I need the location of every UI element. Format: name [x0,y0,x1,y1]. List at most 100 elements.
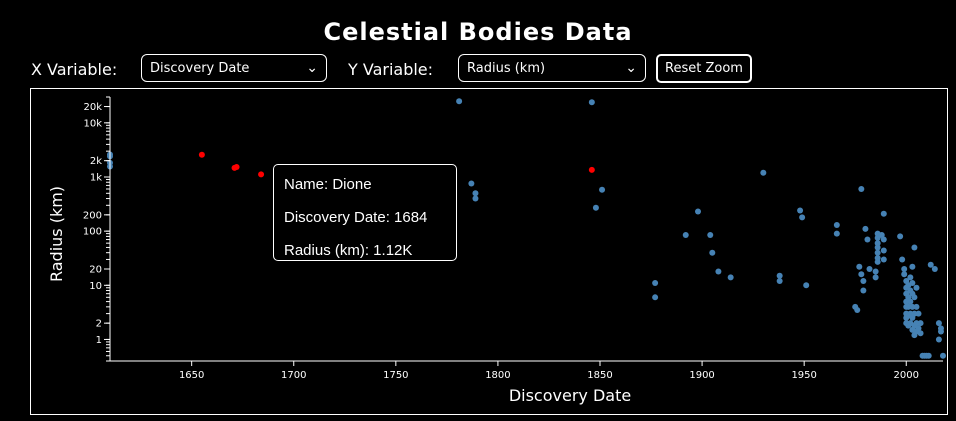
data-point[interactable] [880,236,887,243]
data-point[interactable] [874,249,881,256]
data-point[interactable] [907,274,914,281]
x-variable-select[interactable]: Discovery Date ⌄ [141,54,327,82]
data-point[interactable] [760,169,767,176]
data-point[interactable] [901,271,908,278]
tooltip-x-value: Discovery Date: 1684 [284,209,428,226]
data-point[interactable] [862,225,869,232]
data-point[interactable] [872,268,879,275]
data-point[interactable] [599,186,606,193]
x-tick-label: 1700 [281,370,306,381]
data-point[interactable] [909,263,916,270]
chart-title: Celestial Bodies Data [323,18,633,46]
data-point[interactable] [833,230,840,237]
data-point[interactable] [833,221,840,228]
data-point[interactable] [940,352,946,359]
x-variable-label: X Variable: [31,60,118,79]
tooltip: Name: Dione Discovery Date: 1684 Radius … [273,164,457,261]
data-point[interactable] [913,303,920,310]
data-point[interactable] [907,298,914,305]
data-point[interactable] [707,231,714,238]
data-point[interactable] [913,284,920,291]
data-point-highlighted[interactable] [233,163,240,170]
data-point[interactable] [899,256,906,263]
data-point[interactable] [652,294,659,301]
data-point[interactable] [911,294,918,301]
y-tick-label: 1k [90,172,102,183]
data-point[interactable] [909,280,916,287]
x-tick-label: 2000 [894,370,919,381]
x-tick-label: 1850 [587,370,612,381]
points-layer [107,98,946,359]
data-point[interactable] [588,99,595,106]
data-point[interactable] [709,249,716,256]
data-point[interactable] [866,265,873,272]
data-point[interactable] [917,320,924,327]
y-tick-label: 20k [83,102,102,113]
data-point[interactable] [880,247,887,254]
chevron-down-icon: ⌄ [306,60,318,76]
data-point[interactable] [874,258,881,265]
x-tick-label: 1800 [485,370,510,381]
data-point[interactable] [799,214,806,221]
data-point[interactable] [776,272,783,279]
data-point[interactable] [935,320,942,327]
y-tick-label: 1 [96,335,102,346]
data-point[interactable] [880,256,887,263]
data-point[interactable] [897,233,904,240]
data-point[interactable] [803,282,810,289]
x-tick-label: 1950 [791,370,816,381]
data-point[interactable] [860,287,867,294]
data-point[interactable] [915,325,922,332]
data-point[interactable] [468,180,475,187]
y-tick-label: 10 [89,281,102,292]
data-point-highlighted[interactable] [198,151,205,158]
x-tick-label: 1900 [689,370,714,381]
data-point[interactable] [797,207,804,214]
data-point[interactable] [874,240,881,247]
data-point[interactable] [935,336,942,343]
data-point[interactable] [856,263,863,270]
data-point[interactable] [858,186,865,193]
data-point[interactable] [858,271,865,278]
data-point[interactable] [927,261,934,268]
data-point[interactable] [864,236,871,243]
data-point[interactable] [880,210,887,217]
y-tick-label: 20 [89,264,102,275]
axes-layer: 1650 1700 1750 1800 1850 1900 1950 2000 1 2 10 20 10… [83,96,943,381]
y-tick-label: 2k [90,156,102,167]
data-point[interactable] [937,328,944,335]
data-point[interactable] [472,190,479,197]
y-tick-label: 100 [83,227,102,238]
data-point-highlighted[interactable] [258,171,265,178]
data-point[interactable] [878,231,885,238]
data-point[interactable] [872,274,879,281]
data-point[interactable] [472,195,479,202]
data-point[interactable] [860,278,867,285]
tooltip-name: Name: Dione [284,176,372,193]
data-point[interactable] [874,244,881,251]
data-point[interactable] [925,352,932,359]
chevron-down-icon: ⌄ [625,60,637,76]
y-variable-select[interactable]: Radius (km) ⌄ [458,54,646,82]
data-point[interactable] [931,265,938,272]
y-tick-label: 200 [83,210,102,221]
data-point[interactable] [901,265,908,272]
data-point[interactable] [715,268,722,275]
y-axis-label: Radius (km) [47,186,66,282]
data-point[interactable] [854,306,861,313]
reset-zoom-button[interactable]: Reset Zoom [656,54,752,83]
data-point[interactable] [911,244,918,251]
data-point[interactable] [652,280,659,287]
data-point[interactable] [917,330,924,337]
data-point[interactable] [682,231,689,238]
x-tick-label: 1750 [383,370,408,381]
data-point-highlighted[interactable] [588,166,595,173]
data-point[interactable] [592,204,599,211]
data-point[interactable] [776,278,783,285]
data-point[interactable] [915,310,922,317]
tooltip-y-value: Radius (km): 1.12K [284,242,413,259]
data-point[interactable] [695,208,701,215]
data-point[interactable] [456,98,463,105]
data-point[interactable] [727,274,734,281]
